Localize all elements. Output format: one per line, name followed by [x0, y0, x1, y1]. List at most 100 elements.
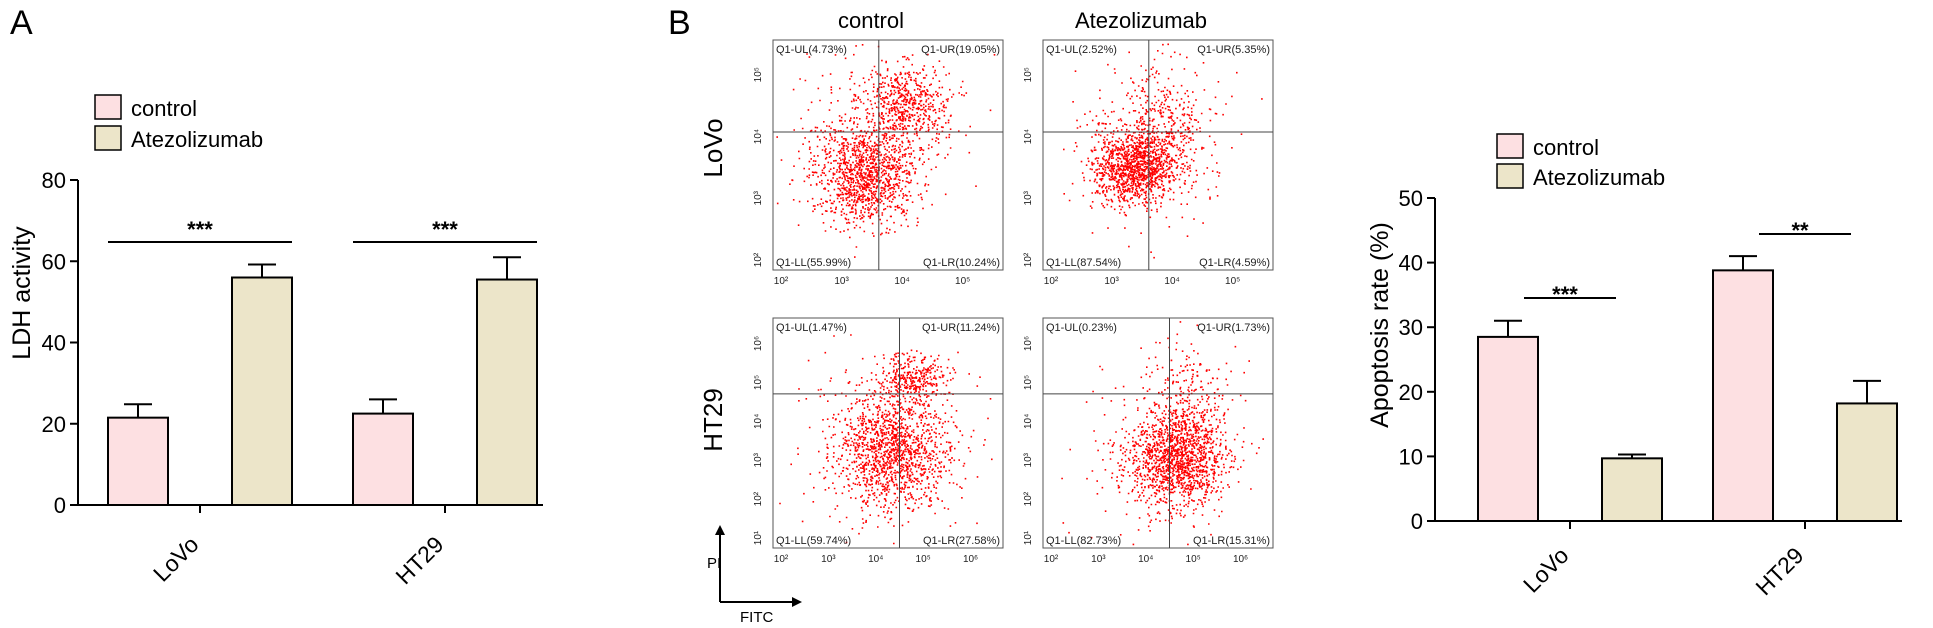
quadrant-label-ll: Q1-LL(55.99%) [776, 257, 851, 269]
y-tick-label: 10³ [753, 190, 764, 205]
y-tick-label: 10 [1399, 444, 1423, 469]
category-label-lovo: LoVo [1518, 542, 1573, 597]
quadrant-label-lr: Q1-LR(4.59%) [1199, 257, 1270, 269]
y-axis-title: Apoptosis rate (%) [1366, 222, 1394, 428]
x-tick-label: 10³ [834, 276, 849, 287]
y-tick-label: 60 [42, 249, 66, 274]
y-tick-label: 30 [1399, 315, 1423, 340]
bar-lovo-control [1477, 335, 1539, 523]
quadrant-label-ll: Q1-LL(82.73%) [1046, 535, 1121, 547]
pi-axis-label: PI [707, 555, 721, 572]
row-title-ht29: HT29 [698, 388, 728, 452]
significance-ht29: ** [1791, 218, 1809, 243]
column-title-atezolizumab: Atezolizumab [1075, 8, 1207, 33]
bar-ht29-control [1712, 269, 1774, 522]
legend-swatch-control [1496, 133, 1524, 159]
plot-frame [772, 39, 1004, 271]
y-tick-label: 10² [753, 491, 764, 506]
x-tick-label: 10⁶ [963, 554, 978, 565]
y-tick-label: 10⁴ [1023, 414, 1034, 429]
x-tick-label: 10⁶ [1233, 554, 1248, 565]
dot-plot-lovo-atezolizumab: Q1-UL(2.52%) Q1-UR(5.35%) Q1-LL(87.54%) Q1-… [1023, 39, 1274, 287]
legend-swatch-atezolizumab [1496, 163, 1524, 189]
y-tick-label: 50 [1399, 186, 1423, 211]
plot-frame [1042, 317, 1274, 549]
significance-lovo: *** [187, 217, 213, 242]
y-tick-label: 10² [753, 252, 764, 267]
bar-lovo-control [107, 416, 169, 506]
quadrant-label-ur: Q1-UR(11.24%) [922, 322, 1000, 334]
dot-plot-ht29-atezolizumab: Q1-UL(0.23%) Q1-UR(1.73%) Q1-LL(82.73%) Q1-… [1023, 317, 1274, 565]
x-tick-label: 10² [774, 276, 789, 287]
y-tick-label: 10⁶ [753, 336, 764, 351]
significance-lovo: *** [1552, 282, 1578, 307]
fitc-axis-label: FITC [740, 609, 773, 626]
x-tick-label: 10² [774, 554, 789, 565]
y-tick-label: 10² [1023, 252, 1034, 267]
quadrant-label-ul: Q1-UL(4.73%) [776, 44, 847, 56]
y-tick-label: 20 [1399, 380, 1423, 405]
bar-ht29-atezolizumab [1836, 402, 1898, 523]
bar-lovo-atezolizumab [231, 276, 293, 506]
y-tick-label: 10⁵ [1023, 67, 1034, 82]
y-tick-label: 10⁵ [1023, 375, 1034, 390]
y-axis-title: LDH activity [8, 226, 36, 360]
quadrant-label-ur: Q1-UR(5.35%) [1197, 44, 1270, 56]
y-tick-label: 10⁴ [753, 129, 764, 144]
row-title-lovo: LoVo [698, 118, 728, 177]
x-tick-label: 10² [1044, 276, 1059, 287]
dot-plot-ht29-control: Q1-UL(1.47%) Q1-UR(11.24%) Q1-LL(59.74%) Q1… [753, 317, 1004, 565]
y-tick-label: 10³ [1023, 452, 1034, 467]
category-label-ht29: HT29 [390, 531, 448, 589]
bar-ht29-control [352, 412, 414, 506]
legend-swatch-atezolizumab [94, 125, 122, 151]
quadrant-label-ur: Q1-UR(19.05%) [921, 44, 1000, 56]
x-tick-label: 10⁴ [1138, 554, 1153, 565]
y-tick-label: 0 [1411, 509, 1423, 534]
significance-ht29: *** [432, 217, 458, 242]
quadrant-label-lr: Q1-LR(27.58%) [923, 535, 1000, 547]
category-label-ht29: HT29 [1750, 542, 1808, 600]
event-dots [1063, 43, 1263, 259]
apoptosis-bar-chart: control Atezolizumab Apoptosis rate (%) … [1366, 133, 1902, 600]
dot-plot-lovo-control: Q1-UL(4.73%) Q1-UR(19.05%) Q1-LL(55.99%) Q1… [753, 39, 1004, 287]
x-tick-label: 10⁴ [868, 554, 883, 565]
x-tick-label: 10³ [1104, 276, 1119, 287]
quadrant-label-ll: Q1-LL(87.54%) [1046, 257, 1121, 269]
quadrant-label-ur: Q1-UR(1.73%) [1197, 322, 1270, 334]
y-tick-label: 10⁴ [753, 414, 764, 429]
y-tick-label: 10² [1023, 491, 1034, 506]
legend-label-control: control [1533, 135, 1599, 160]
x-tick-label: 10⁵ [916, 554, 931, 565]
bar-ht29-atezolizumab [476, 278, 538, 506]
y-tick-label: 10¹ [1023, 530, 1034, 545]
y-tick-label: 10⁶ [1023, 336, 1034, 351]
column-title-control: control [838, 8, 904, 33]
bar-lovo-atezolizumab [1601, 457, 1663, 523]
legend-swatch-control [94, 94, 122, 120]
panel-label-a: A [10, 4, 33, 42]
flow-cytometry-grid: control Atezolizumab LoVo HT29 PI FITC Q… [698, 8, 1274, 626]
x-tick-label: 10³ [821, 554, 836, 565]
quadrant-label-lr: Q1-LR(15.31%) [1193, 535, 1270, 547]
category-label-lovo: LoVo [148, 531, 203, 586]
y-tick-label: 0 [54, 493, 66, 518]
quadrant-label-ul: Q1-UL(1.47%) [776, 322, 847, 334]
y-tick-label: 10¹ [753, 530, 764, 545]
quadrant-label-ll: Q1-LL(59.74%) [776, 535, 851, 547]
quadrant-label-lr: Q1-LR(10.24%) [923, 257, 1000, 269]
x-tick-label: 10⁵ [1186, 554, 1201, 565]
x-tick-label: 10⁴ [1164, 276, 1179, 287]
y-tick-label: 40 [1399, 251, 1423, 276]
x-tick-label: 10⁵ [955, 276, 970, 287]
panel-label-b: B [668, 4, 691, 42]
y-tick-label: 20 [42, 412, 66, 437]
quadrant-label-ul: Q1-UL(0.23%) [1046, 322, 1117, 334]
quadrant-label-ul: Q1-UL(2.52%) [1046, 44, 1117, 56]
y-tick-label: 10⁴ [1023, 129, 1034, 144]
x-tick-label: 10³ [1091, 554, 1106, 565]
y-tick-label: 10³ [753, 452, 764, 467]
y-tick-label: 10⁵ [753, 375, 764, 390]
y-tick-label: 10⁵ [753, 67, 764, 82]
